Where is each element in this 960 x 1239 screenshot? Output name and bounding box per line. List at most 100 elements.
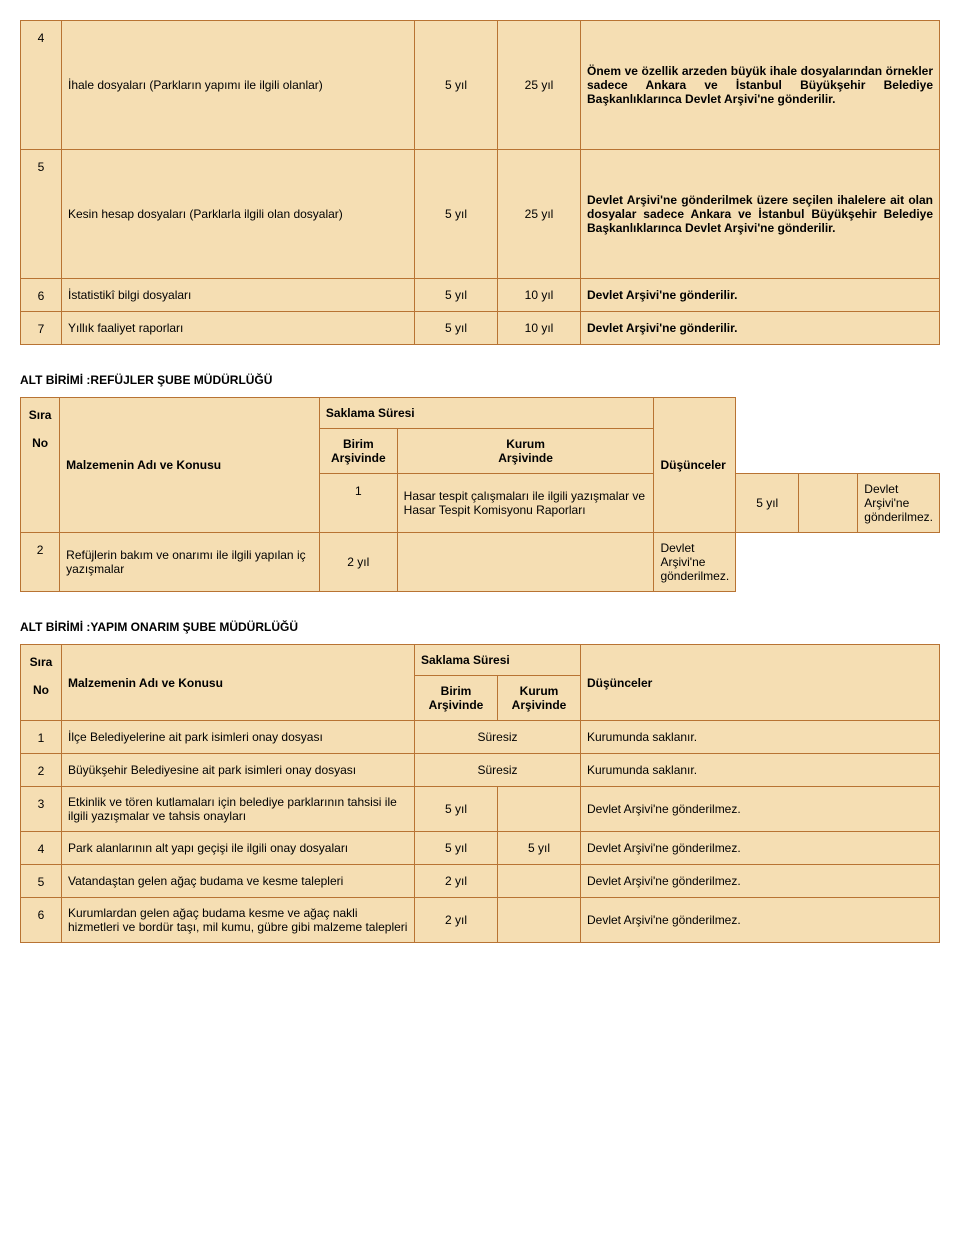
- table-row: 2 Refüjlerin bakım ve onarımı ile ilgili…: [21, 533, 940, 592]
- hdr-kurum-label: Kurum: [520, 684, 559, 698]
- hdr-kurum: Kurum Arşivinde: [397, 429, 654, 474]
- row-dur1: 5 yıl: [415, 787, 498, 832]
- row-note: Devlet Arşivi'ne gönderilmez.: [581, 898, 940, 943]
- hdr-kurum-ars: Arşivinde: [512, 698, 567, 712]
- row-desc: İhale dosyaları (Parkların yapımı ile il…: [62, 21, 415, 150]
- table-first: 4 İhale dosyaları (Parkların yapımı ile …: [20, 20, 940, 345]
- table-row: 3 Etkinlik ve tören kutlamaları için bel…: [21, 787, 940, 832]
- row-dur1: 5 yıl: [415, 312, 498, 345]
- hdr-kurum-label: Kurum: [506, 437, 545, 451]
- hdr-birim-ars: Arşivinde: [331, 451, 386, 465]
- hdr-birim-ars: Arşivinde: [429, 698, 484, 712]
- hdr-sira: Sıra: [29, 408, 52, 422]
- table-row: 7 Yıllık faaliyet raporları 5 yıl 10 yıl…: [21, 312, 940, 345]
- table-row: 6 İstatistikî bilgi dosyaları 5 yıl 10 y…: [21, 279, 940, 312]
- hdr-mal: Malzemenin Adı ve Konusu: [62, 645, 415, 721]
- row-dur2: 25 yıl: [498, 150, 581, 279]
- row-dur-merged: Süresiz: [415, 721, 581, 754]
- section-title-refujler: ALT BİRİMİ :REFÜJLER ŞUBE MÜDÜRLÜĞÜ: [20, 373, 940, 387]
- row-dur2: 10 yıl: [498, 279, 581, 312]
- hdr-birim-label: Birim: [441, 684, 472, 698]
- row-dur2: [498, 865, 581, 898]
- row-desc: Vatandaştan gelen ağaç budama ve kesme t…: [62, 865, 415, 898]
- row-desc: Kesin hesap dosyaları (Parklarla ilgili …: [62, 150, 415, 279]
- row-dur2: [799, 474, 858, 533]
- hdr-kurum-ars: Arşivinde: [498, 451, 553, 465]
- hdr-kurum: Kurum Arşivinde: [498, 676, 581, 721]
- hdr-birim: Birim Arşivinde: [319, 429, 397, 474]
- row-dur2: [397, 533, 654, 592]
- row-note: Devlet Arşivi'ne gönderilmek üzere seçil…: [581, 150, 940, 279]
- row-number: 7: [21, 312, 62, 345]
- row-dur1: 2 yıl: [319, 533, 397, 592]
- hdr-sira-no: Sıra No: [21, 398, 60, 533]
- row-desc: Refüjlerin bakım ve onarımı ile ilgili y…: [60, 533, 320, 592]
- hdr-sak: Saklama Süresi: [319, 398, 654, 429]
- row-note: Devlet Arşivi'ne gönderilir.: [581, 279, 940, 312]
- row-dur2: 25 yıl: [498, 21, 581, 150]
- table-row: 1 İlçe Belediyelerine ait park isimleri …: [21, 721, 940, 754]
- hdr-birim-label: Birim: [343, 437, 374, 451]
- row-dur-merged: Süresiz: [415, 754, 581, 787]
- row-desc: Büyükşehir Belediyesine ait park isimler…: [62, 754, 415, 787]
- row-number: 5: [21, 865, 62, 898]
- table-header-row: Sıra No Malzemenin Adı ve Konusu Saklama…: [21, 645, 940, 676]
- hdr-sira-no: Sıra No: [21, 645, 62, 721]
- hdr-dus: Düşünceler: [581, 645, 940, 721]
- row-desc: Yıllık faaliyet raporları: [62, 312, 415, 345]
- table-row: 4 Park alanlarının alt yapı geçişi ile i…: [21, 832, 940, 865]
- hdr-sira: Sıra: [30, 655, 53, 669]
- row-number: 6: [21, 898, 62, 943]
- row-note: Kurumunda saklanır.: [581, 754, 940, 787]
- row-note: Devlet Arşivi'ne gönderilmez.: [858, 474, 940, 533]
- row-number: 2: [21, 533, 60, 592]
- row-desc: İstatistikî bilgi dosyaları: [62, 279, 415, 312]
- row-dur1: 5 yıl: [415, 279, 498, 312]
- row-dur1: 5 yıl: [415, 150, 498, 279]
- row-note: Devlet Arşivi'ne gönderilir.: [581, 312, 940, 345]
- row-desc: İlçe Belediyelerine ait park isimleri on…: [62, 721, 415, 754]
- row-desc: Etkinlik ve tören kutlamaları için beled…: [62, 787, 415, 832]
- row-note: Devlet Arşivi'ne gönderilmez.: [581, 832, 940, 865]
- section-title-yapim: ALT BİRİMİ :YAPIM ONARIM ŞUBE MÜDÜRLÜĞÜ: [20, 620, 940, 634]
- table-row: 5 Vatandaştan gelen ağaç budama ve kesme…: [21, 865, 940, 898]
- row-dur1: 5 yıl: [415, 832, 498, 865]
- row-dur1: 5 yıl: [736, 474, 799, 533]
- row-number: 4: [21, 21, 62, 150]
- table-row: 2 Büyükşehir Belediyesine ait park isiml…: [21, 754, 940, 787]
- row-number: 1: [319, 474, 397, 533]
- table-row: 4 İhale dosyaları (Parkların yapımı ile …: [21, 21, 940, 150]
- row-note: Devlet Arşivi'ne gönderilmez.: [581, 865, 940, 898]
- row-number: 4: [21, 832, 62, 865]
- table-yapim: Sıra No Malzemenin Adı ve Konusu Saklama…: [20, 644, 940, 943]
- row-number: 6: [21, 279, 62, 312]
- row-note: Devlet Arşivi'ne gönderilmez.: [581, 787, 940, 832]
- hdr-sak: Saklama Süresi: [415, 645, 581, 676]
- row-desc: Kurumlardan gelen ağaç budama kesme ve a…: [62, 898, 415, 943]
- row-dur2: 5 yıl: [498, 832, 581, 865]
- row-note: Devlet Arşivi'ne gönderilmez.: [654, 533, 736, 592]
- row-number: 3: [21, 787, 62, 832]
- table-row: 6 Kurumlardan gelen ağaç budama kesme ve…: [21, 898, 940, 943]
- row-note: Kurumunda saklanır.: [581, 721, 940, 754]
- row-dur1: 2 yıl: [415, 865, 498, 898]
- table-row: 5 Kesin hesap dosyaları (Parklarla ilgil…: [21, 150, 940, 279]
- hdr-dus: Düşünceler: [654, 398, 736, 533]
- row-dur2: [498, 787, 581, 832]
- table-refujler: Sıra No Malzemenin Adı ve Konusu Saklama…: [20, 397, 940, 592]
- table-header-row: Sıra No Malzemenin Adı ve Konusu Saklama…: [21, 398, 940, 429]
- row-desc: Hasar tespit çalışmaları ile ilgili yazı…: [397, 474, 654, 533]
- row-dur2: 10 yıl: [498, 312, 581, 345]
- hdr-no: No: [32, 436, 48, 450]
- hdr-no: No: [33, 683, 49, 697]
- row-number: 1: [21, 721, 62, 754]
- row-dur1: 5 yıl: [415, 21, 498, 150]
- row-dur2: [498, 898, 581, 943]
- row-note: Önem ve özellik arzeden büyük ihale dosy…: [581, 21, 940, 150]
- hdr-mal: Malzemenin Adı ve Konusu: [60, 398, 320, 533]
- row-desc: Park alanlarının alt yapı geçişi ile ilg…: [62, 832, 415, 865]
- row-number: 5: [21, 150, 62, 279]
- row-dur1: 2 yıl: [415, 898, 498, 943]
- row-number: 2: [21, 754, 62, 787]
- hdr-birim: Birim Arşivinde: [415, 676, 498, 721]
